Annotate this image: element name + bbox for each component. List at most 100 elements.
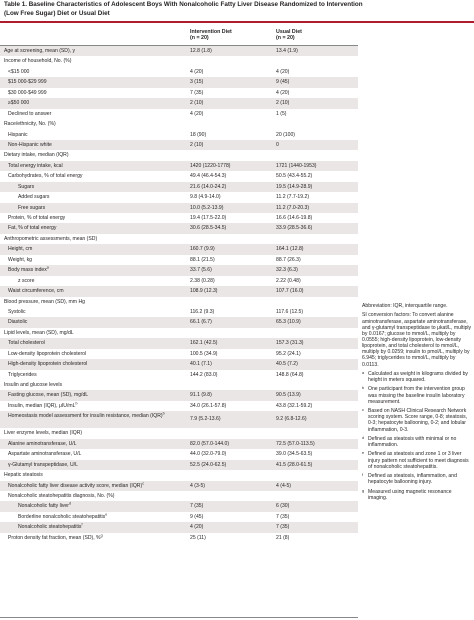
column-header-intervention-name: Intervention Diet: [190, 29, 232, 35]
intervention-value: 7 (35): [190, 503, 204, 510]
intervention-value: 12.8 (1.8): [190, 48, 212, 54]
table-row: Total energy intake, kcal 1420 (1220-1778…: [0, 160, 358, 172]
footnote: g Measured using magnetic resonance imagi…: [362, 489, 472, 501]
row-label-text: Carbohydrates, % of total energy: [8, 173, 83, 180]
row-label: Nonalcoholic steatohepatitisf: [18, 522, 82, 532]
usual-value: 13.4 (1.9): [276, 48, 298, 54]
row-label-text: $15 000-$29 999: [8, 79, 47, 86]
row-label-text: Diastolic: [8, 319, 28, 326]
intervention-value: 4 (20): [190, 110, 204, 117]
table-body: Age at screening, mean (SD), y 12.8 (1.8)…: [0, 46, 358, 543]
row-label: Low-density lipoprotein cholesterol: [8, 349, 86, 359]
intervention-value: 18 (90): [190, 131, 207, 138]
table-row: Blood pressure, mean (SD), mm Hg: [0, 297, 358, 307]
row-label: Age at screening, mean (SD), y: [4, 46, 75, 56]
footnote-mark: c: [142, 480, 144, 485]
intervention-value: 44.0 (32.0-79.0): [190, 451, 227, 458]
usual-value: 32.3 (6.3): [276, 267, 298, 274]
row-label: Sugars: [18, 182, 34, 192]
row-label: Blood pressure, mean (SD), mm Hg: [4, 297, 85, 307]
row-label-text: Body mass index: [8, 267, 47, 274]
abbreviation-note: Abbreviation: IQR, interquartile range.: [362, 303, 448, 309]
row-label-text: γ-Glutamyl transpeptidase, U/L: [8, 461, 78, 468]
usual-value: 95.2 (24.1): [276, 350, 301, 357]
usual-value: 148.8 (64.8): [276, 371, 304, 378]
intervention-value: 2 (10): [190, 141, 204, 148]
usual-value: 39.0 (34.5-63.5): [276, 451, 313, 458]
row-label-text: Alanine aminotransferase, U/L: [8, 440, 77, 447]
footnote-mark: d: [68, 501, 71, 506]
footnote-letter: d: [362, 435, 365, 440]
column-header-usual-n: (n = 20): [276, 35, 295, 42]
usual-value: 90.5 (13.9): [276, 392, 301, 399]
row-label-text: Nonalcoholic fatty liver disease activit…: [8, 482, 143, 489]
row-label: Income of household, No. (%): [4, 56, 71, 66]
row-label: Borderline nonalcoholic steatohepatitise: [18, 512, 107, 522]
row-label-text: Insulin, median (IQR), μIU/mL: [8, 402, 76, 409]
table-row: Body mass indexa 33.7 (5.6) 32.3 (6.3): [0, 265, 358, 276]
table-row: γ-Glutamyl transpeptidase, U/L 52.5 (24.0…: [0, 459, 358, 471]
column-header-usual-name: Usual Diet: [276, 29, 302, 35]
intervention-value: 7 (35): [190, 89, 204, 96]
row-label-text: Nonalcoholic steatohepatitis: [18, 524, 82, 531]
row-label-text: ≥$50 000: [8, 100, 30, 107]
intervention-value: 160.7 (9.9): [190, 246, 215, 253]
row-label-text: Free sugars: [18, 204, 46, 211]
table-row: Non-Hispanic white 2 (10) 0: [0, 139, 358, 151]
usual-value: 16.6 (14.6-19.8): [276, 215, 313, 221]
footnote-mark: f: [81, 522, 83, 527]
row-label-text: <$15 000: [8, 68, 30, 75]
table-row: Proton density fat fraction, mean (SD), …: [0, 533, 358, 543]
table-row: Height, cm 160.7 (9.9) 164.1 (12.8): [0, 244, 358, 255]
intervention-value: 25 (11): [190, 534, 206, 541]
usual-value: 4 (20): [276, 89, 290, 96]
row-label-text: Total energy intake, kcal: [8, 162, 63, 169]
intervention-value: 116.2 (9.3): [190, 308, 215, 315]
usual-value: 107.7 (16.0): [276, 288, 304, 295]
row-label: Waist circumference, cm: [8, 286, 64, 296]
row-label-text: Declined to answer: [8, 110, 52, 117]
footnote-text: Defined as steatosis with minimal or no …: [368, 435, 457, 449]
footnote-letter: a: [362, 370, 365, 375]
row-label: Hispanic: [8, 130, 28, 140]
intervention-value: 144.2 (83.0): [190, 371, 218, 378]
table-row: Insulin and glucose levels: [0, 380, 358, 390]
usual-value: 4 (20): [276, 68, 290, 75]
table-row: Liver enzyme levels, median (IQR): [0, 428, 358, 438]
usual-value: 157.3 (31.3): [276, 340, 304, 347]
usual-value: 11.2 (7.7-19.2): [276, 194, 310, 201]
row-label-text: Race/ethnicity, No. (%): [4, 121, 56, 128]
intervention-value: 4 (3-5): [190, 482, 206, 489]
table-row: Fasting glucose, mean (SD), mg/dL 91.1 (9…: [0, 390, 358, 401]
column-header-intervention-n: (n = 20): [190, 35, 209, 42]
table-row: Nonalcoholic fatty liverd 7 (35) 6 (30): [0, 501, 358, 512]
row-label-text: Blood pressure, mean (SD), mm Hg: [4, 298, 85, 305]
row-label: γ-Glutamyl transpeptidase, U/L: [8, 460, 78, 470]
table-row: Income of household, No. (%): [0, 56, 358, 66]
row-label: Alanine aminotransferase, U/L: [8, 439, 77, 449]
row-label-text: Nonalcoholic steatohepatitis diagnosis, …: [8, 492, 115, 499]
footnote-list: a Calculated as weight in kilograms divid…: [362, 371, 472, 501]
row-label-text: Added sugars: [18, 194, 50, 201]
footnote-text: One participant from the intervention gr…: [368, 386, 465, 405]
row-label-text: Dietary intake, median (IQR): [4, 152, 69, 159]
usual-value: 1721 (1440-1953): [276, 162, 317, 169]
table-notes: Abbreviation: IQR, interquartile range. …: [362, 303, 472, 504]
row-label-text: Proton density fat fraction, mean (SD), …: [8, 534, 101, 541]
row-label-text: z score: [18, 277, 35, 284]
row-label: Fasting glucose, mean (SD), mg/dL: [8, 390, 88, 400]
table-row: Insulin, median (IQR), μIU/mLb 34.0 (26.1…: [0, 401, 358, 411]
row-label: Triglycerides: [8, 370, 37, 380]
usual-value: 41.5 (28.0-61.5): [276, 461, 313, 468]
table-row: Added sugars 9.8 (4.9-14.0) 11.2 (7.7-19.2…: [0, 192, 358, 202]
table-row: Aspartate aminotransferase, U/L 44.0 (32.…: [0, 449, 358, 459]
intervention-value: 1420 (1220-1778): [190, 162, 231, 169]
row-label: Body mass indexa: [8, 265, 49, 275]
row-label: <$15 000: [8, 67, 29, 77]
row-label-text: Borderline nonalcoholic steatohepatitis: [18, 513, 106, 520]
row-label-text: Liver enzyme levels, median (IQR): [4, 430, 83, 437]
row-label: ≥$50 000: [8, 98, 29, 108]
usual-value: 164.1 (12.8): [276, 246, 304, 253]
usual-value: 2 (10): [276, 100, 290, 107]
row-label-text: Insulin and glucose levels: [4, 382, 63, 388]
